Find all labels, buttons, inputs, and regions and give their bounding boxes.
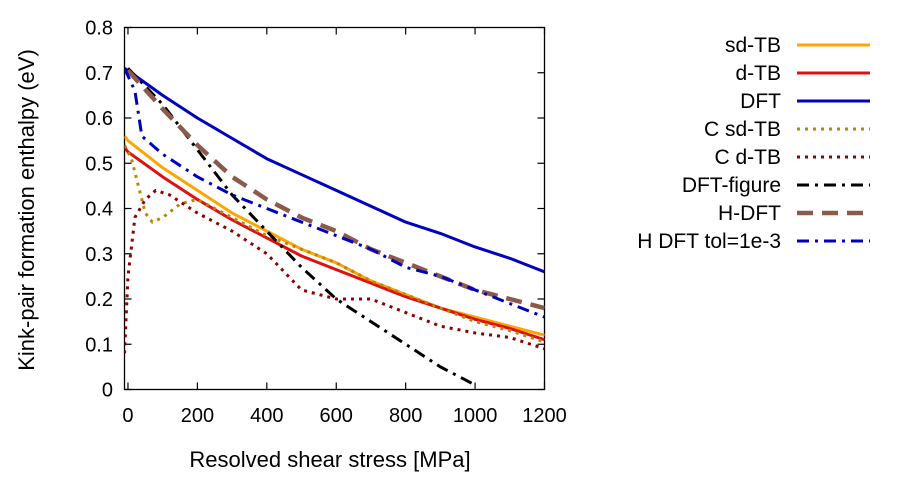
x-tick-label: 1000 <box>453 405 498 427</box>
y-tick-label: 0.7 <box>85 63 113 85</box>
legend-label-h-dft: H-DFT <box>718 202 781 225</box>
y-tick-label: 0.6 <box>85 108 113 130</box>
series-line-c-sd-tb <box>124 144 545 344</box>
x-tick-label: 0 <box>122 405 133 427</box>
axis-ticks: 0 200 400 600 800 1000 1200 0 0.1 0.2 0.3 0.4 0.5 0.6… <box>85 18 567 428</box>
series-line-h-dft <box>126 68 545 311</box>
y-tick-label: 0.8 <box>85 18 113 40</box>
legend-label-c-d-tb: C d-TB <box>714 146 781 169</box>
legend-label-dft: DFT <box>740 90 781 113</box>
legend: sd-TB d-TB DFT C sd-TB C d-TB DFT-figure H-DFT… <box>637 34 870 253</box>
y-tick-label: 0.2 <box>85 289 113 311</box>
x-tick-label: 600 <box>320 405 353 427</box>
y-tick-label: 0 <box>102 380 113 402</box>
legend-label-h-dft-tol-1e-3: H DFT tol=1e-3 <box>637 230 781 253</box>
series-line-h-dft-tol-1e-3 <box>124 67 545 319</box>
y-tick-label: 0.4 <box>85 199 113 221</box>
y-tick-label: 0.3 <box>85 244 113 266</box>
x-tick-label: 800 <box>389 405 422 427</box>
x-tick-label: 400 <box>250 405 283 427</box>
series-line-dft <box>124 66 545 274</box>
x-tick-label: 200 <box>181 405 214 427</box>
legend-label-dft-figure: DFT-figure <box>682 174 781 197</box>
series-line-d-tb <box>124 146 545 342</box>
x-axis-title: Resolved shear stress [MPa] <box>189 447 470 472</box>
legend-label-c-sd-tb: C sd-TB <box>704 118 781 141</box>
y-tick-label: 0.5 <box>85 153 113 175</box>
y-axis-title: Kink-pair formation enthalpy (eV) <box>14 49 39 371</box>
series-line-c-d-tb <box>124 188 545 354</box>
legend-label-d-tb: d-TB <box>735 62 781 85</box>
series-layer <box>124 66 545 387</box>
y-tick-label: 0.1 <box>85 334 113 356</box>
series-line-sd-tb <box>124 135 545 337</box>
legend-label-sd-tb: sd-TB <box>725 34 781 57</box>
x-tick-label: 1200 <box>522 405 567 427</box>
